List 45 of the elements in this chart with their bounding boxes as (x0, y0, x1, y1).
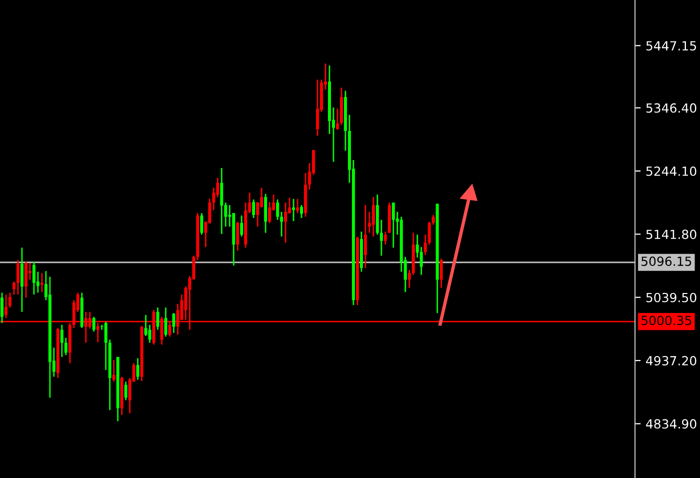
y-tick-label: 5346.40 (646, 103, 696, 113)
y-tick-label: 5141.80 (646, 230, 696, 240)
y-tick-label: 5039.50 (646, 292, 696, 302)
candlestick (20, 246, 24, 313)
candlestick (392, 202, 395, 248)
candlestick (384, 230, 387, 246)
candlestick (124, 380, 128, 401)
candlestick (0, 292, 4, 324)
candlestick (268, 201, 272, 224)
candlestick (12, 280, 16, 296)
candlestick (16, 259, 20, 296)
candlestick (8, 292, 12, 308)
candlestick (236, 221, 240, 252)
candlestick (440, 258, 443, 288)
candlestick (284, 202, 288, 244)
candlestick (92, 316, 96, 332)
candlestick (276, 198, 280, 221)
y-tick-label: 5244.10 (646, 166, 696, 176)
ref-line-label: 5000.35 (642, 316, 692, 326)
candlestick (148, 324, 152, 344)
candlestick (300, 204, 304, 219)
candlestick (172, 312, 176, 334)
candlestick (420, 246, 423, 276)
candlestick (252, 198, 256, 219)
candlestick (292, 198, 296, 222)
candlestick (4, 294, 8, 319)
candlestick (136, 357, 140, 380)
candlestick (60, 324, 64, 358)
candlestick (200, 212, 204, 236)
candlestick (316, 78, 319, 137)
candlestick (240, 214, 244, 238)
y-tick-label: 5447.15 (646, 41, 696, 51)
ref-line-label: 5096.15 (642, 256, 692, 266)
candlestick (220, 167, 224, 235)
candlestick (256, 201, 260, 228)
candlestick (32, 261, 36, 296)
candlestick (372, 196, 375, 238)
candlestick (24, 261, 28, 298)
y-tick-label: 4834.90 (646, 419, 696, 429)
candlestick (336, 108, 339, 130)
candlestick (112, 359, 116, 382)
candlestick (164, 306, 168, 338)
candlestick (296, 198, 300, 214)
y-tick-label: 4937.20 (646, 356, 696, 366)
candlestick (364, 204, 367, 269)
